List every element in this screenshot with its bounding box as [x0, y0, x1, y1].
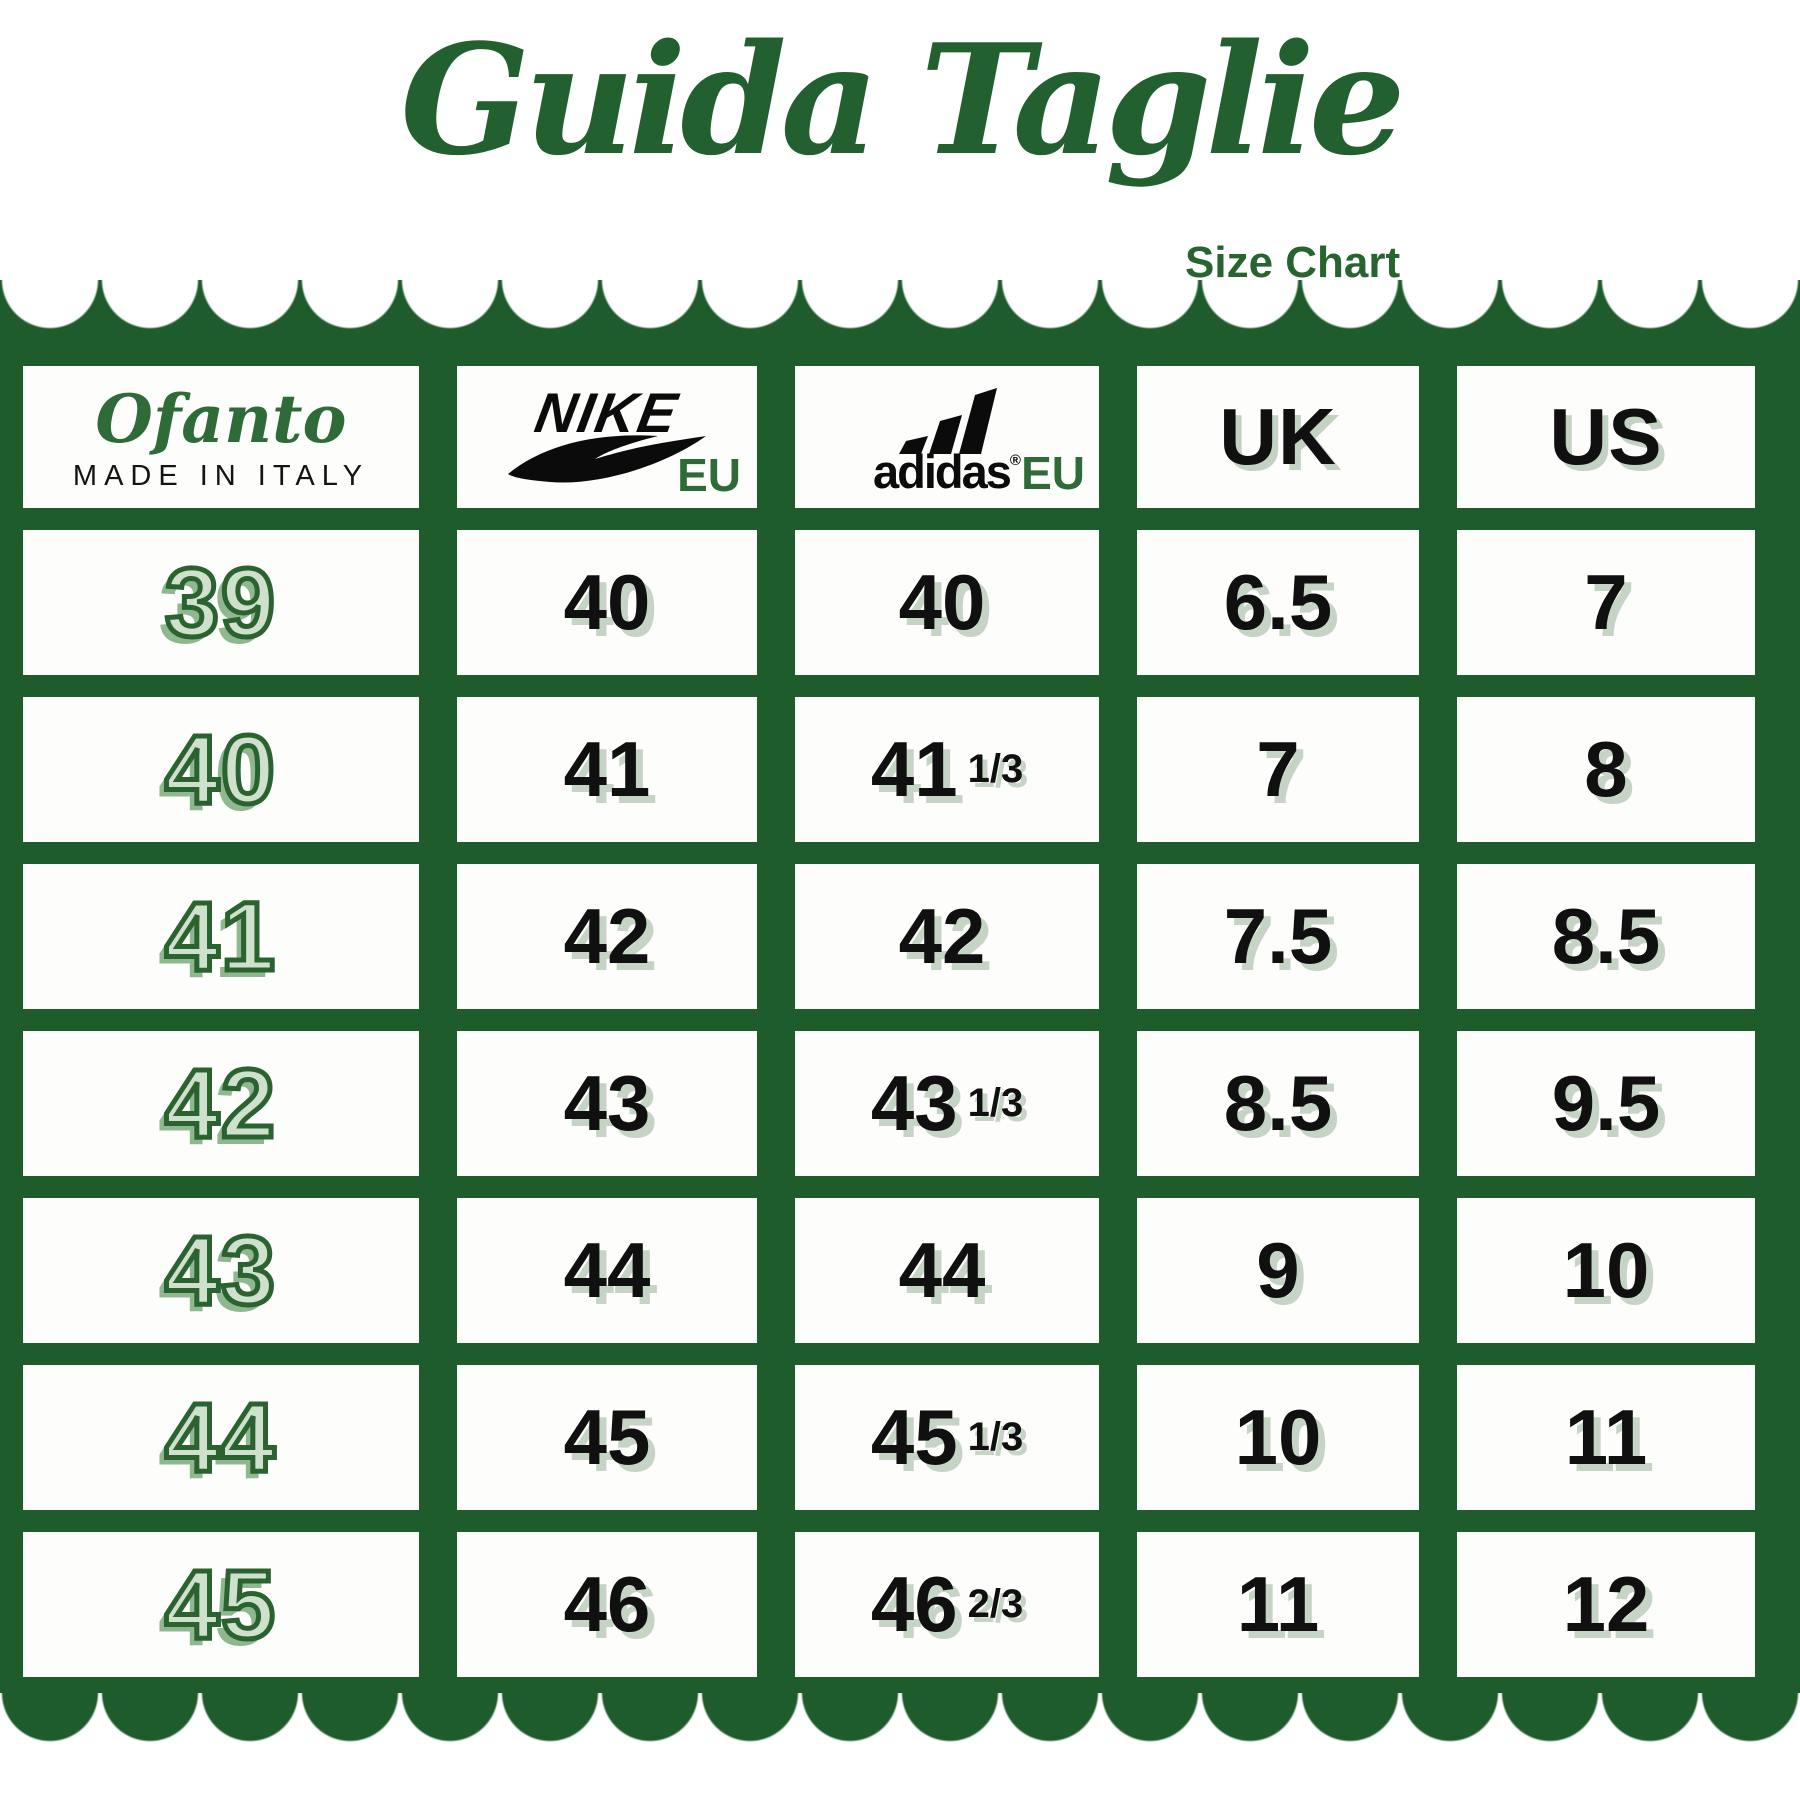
table-cell: 45 1/3: [795, 1365, 1099, 1510]
adidas-wordmark: adidas ®: [873, 445, 1021, 499]
ofanto-logo: Ofanto: [95, 379, 347, 458]
table-cell: 40: [457, 530, 757, 675]
table-cell: 46 2/3: [795, 1532, 1099, 1677]
table-cell: 41 1/3: [795, 697, 1099, 842]
header-adidas: adidas ® EU: [795, 366, 1099, 508]
header-ofanto: Ofanto MADE IN ITALY: [23, 366, 419, 508]
table-cell: 45: [457, 1365, 757, 1510]
table-row: 44: [23, 1365, 419, 1510]
table-cell: 10: [1457, 1198, 1755, 1343]
size-chart-table: Ofanto MADE IN ITALY NIKE EU adidas ® EU…: [0, 330, 1800, 1677]
scalloped-top-edge: [0, 280, 1800, 330]
table-cell: 7.5: [1137, 864, 1419, 1009]
table-cell: 40: [795, 530, 1099, 675]
table-row: 45: [23, 1532, 419, 1677]
table-cell: 9: [1137, 1198, 1419, 1343]
table-row: 42: [23, 1031, 419, 1176]
table-cell: 44: [457, 1198, 757, 1343]
nike-logo: NIKE: [502, 380, 712, 492]
table-cell: 9.5: [1457, 1031, 1755, 1176]
table-row: 39: [23, 530, 419, 675]
scalloped-bottom-edge: [0, 1693, 1800, 1745]
adidas-eu-label: EU: [1021, 447, 1085, 499]
table-cell: 7: [1457, 530, 1755, 675]
table-cell: 8.5: [1137, 1031, 1419, 1176]
table-cell: 42: [457, 864, 757, 1009]
table-cell: 46: [457, 1532, 757, 1677]
table-cell: 7: [1137, 697, 1419, 842]
nike-swoosh-icon: [508, 435, 706, 483]
header-nike: NIKE EU: [457, 366, 757, 508]
table-cell: 10: [1137, 1365, 1419, 1510]
nike-wordmark: NIKE: [530, 380, 684, 444]
table-row: 41: [23, 864, 419, 1009]
registered-mark: ®: [1009, 452, 1021, 470]
page-subtitle: Size Chart: [1185, 238, 1401, 287]
table-row: 40: [23, 697, 419, 842]
table-cell: 12: [1457, 1532, 1755, 1677]
table-cell: 44: [795, 1198, 1099, 1343]
table-cell: 43: [457, 1031, 757, 1176]
header-us: US: [1457, 366, 1755, 508]
header-uk: UK: [1137, 366, 1419, 508]
table-cell: 42: [795, 864, 1099, 1009]
table-cell: 43 1/3: [795, 1031, 1099, 1176]
made-in-italy-label: MADE IN ITALY: [72, 460, 370, 493]
adidas-stripes-icon: [899, 388, 997, 455]
table-cell: 6.5: [1137, 530, 1419, 675]
adidas-logo: adidas ®: [873, 384, 1021, 499]
table-cell: 8: [1457, 697, 1755, 842]
table-cell: 41: [457, 697, 757, 842]
table-cell: 8.5: [1457, 864, 1755, 1009]
table-cell: 11: [1137, 1532, 1419, 1677]
table-cell: 11: [1457, 1365, 1755, 1510]
table-row: 43: [23, 1198, 419, 1343]
page-title: Guida Taglie: [400, 10, 1405, 189]
nike-eu-label: EU: [677, 449, 741, 501]
